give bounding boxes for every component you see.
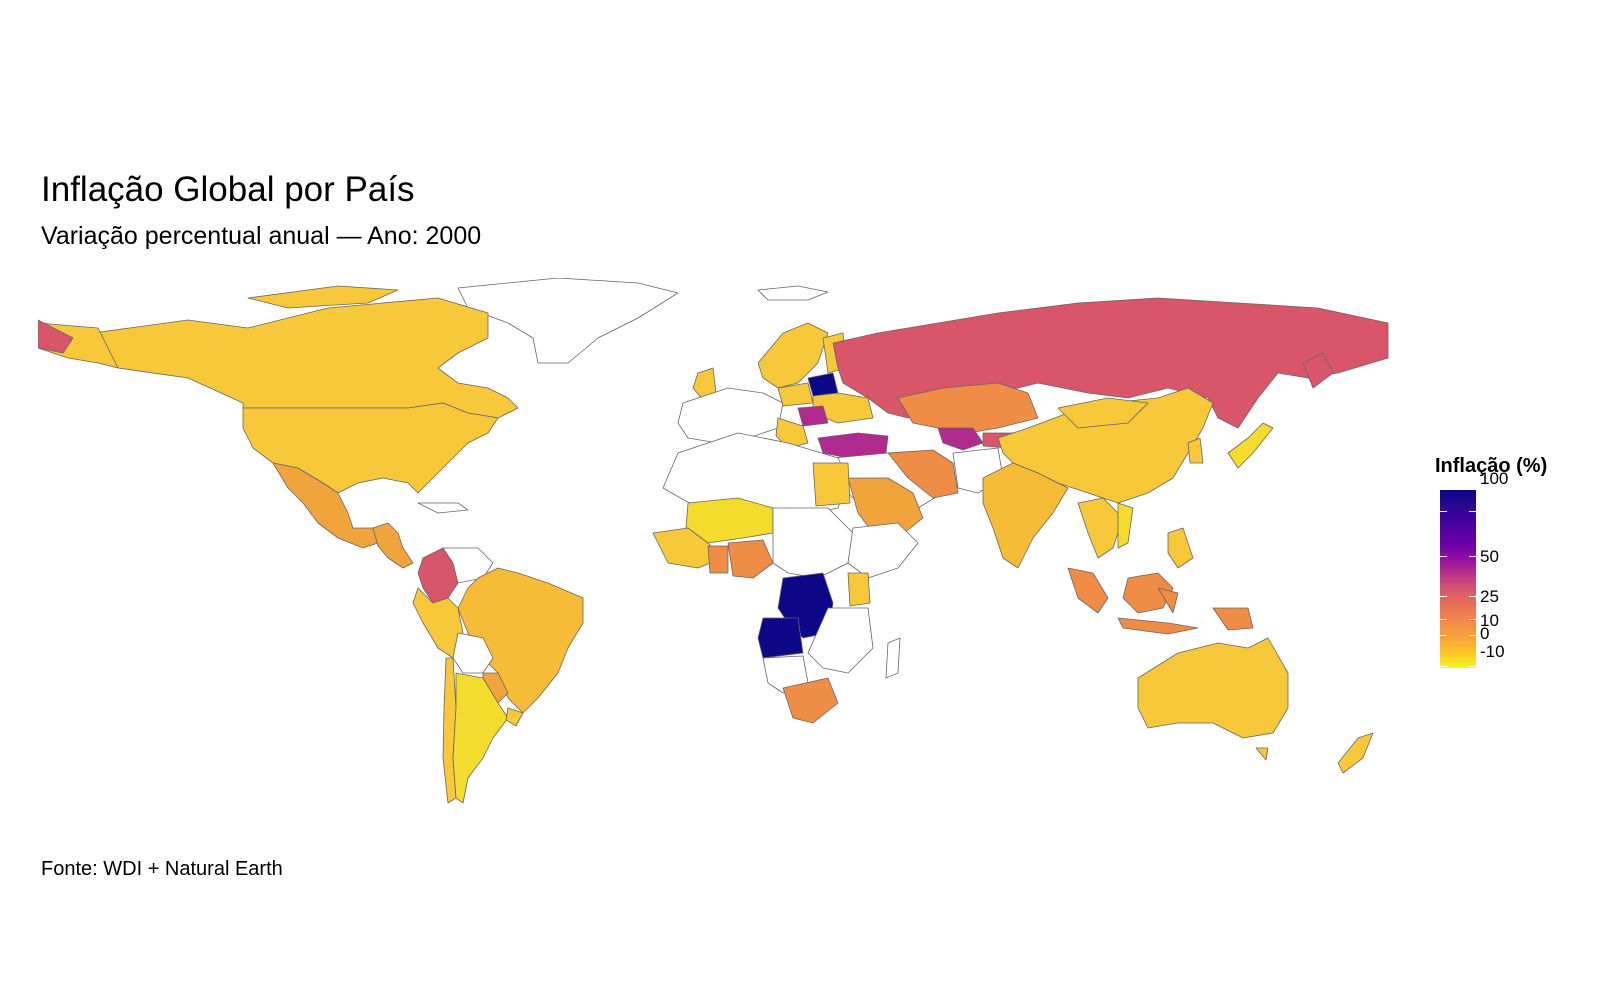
country-uruguay — [505, 707, 524, 727]
country-canada[interactable] — [92, 297, 519, 419]
country-ghana[interactable] — [707, 545, 729, 574]
legend-tickmark — [1469, 619, 1476, 620]
country-java — [1117, 617, 1199, 635]
country-australia[interactable] — [1137, 637, 1289, 739]
legend-tickmark — [1440, 635, 1447, 636]
country-kenya[interactable] — [847, 572, 871, 607]
legend-tick-label: -10 — [1480, 642, 1505, 661]
country-borneo — [1122, 572, 1174, 614]
country-angola[interactable] — [757, 617, 804, 659]
country-romania[interactable] — [797, 405, 829, 427]
country-japan[interactable] — [1227, 422, 1274, 469]
country-sulawesi — [1157, 587, 1179, 614]
country-svalbard — [757, 285, 829, 301]
country-horn-of-africa — [847, 522, 919, 579]
country-se-asia-mainland — [1077, 497, 1124, 559]
country-balkans — [775, 417, 809, 449]
legend-colorbar — [1440, 490, 1476, 668]
country-vietnam — [1117, 502, 1134, 549]
country-chile[interactable] — [442, 657, 457, 804]
legend-tick-label: 0 — [1480, 624, 1490, 643]
country-usa[interactable] — [242, 402, 499, 494]
chart-subtitle: Variação percentual anual — Ano: 2000 — [41, 222, 482, 250]
country-argentina[interactable] — [452, 672, 509, 804]
legend-tickmark — [1440, 556, 1447, 557]
country-chukotka-east — [38, 319, 74, 354]
country-south-africa[interactable] — [782, 677, 839, 724]
country-mongolia — [1057, 397, 1149, 429]
color-legend: Inflação (%) 100 50 25 10 0 -10 — [1435, 455, 1595, 685]
legend-tickmark — [1440, 666, 1447, 667]
country-philippines[interactable] — [1167, 527, 1194, 569]
legend-tick-label: 50 — [1480, 547, 1499, 566]
chart-title: Inflação Global por País — [41, 170, 415, 209]
country-iran[interactable] — [887, 449, 959, 499]
country-new-zealand[interactable] — [1337, 732, 1374, 774]
country-korea — [1187, 437, 1204, 464]
legend-tickmark — [1469, 635, 1476, 636]
legend-tick-label: 10 — [1480, 611, 1499, 630]
legend-tickmark — [1469, 556, 1476, 557]
country-western-europe — [677, 387, 784, 444]
country-malaysia-sumatra[interactable] — [1067, 567, 1109, 614]
source-caption: Fonte: WDI + Natural Earth — [41, 858, 283, 880]
country-egypt[interactable] — [812, 462, 851, 507]
country-madagascar — [885, 637, 901, 679]
world-map — [38, 278, 1389, 804]
legend-tickmark — [1440, 511, 1447, 512]
country-brazil[interactable] — [457, 567, 584, 714]
legend-title: Inflação (%) — [1435, 455, 1548, 477]
country-saudi-arabia[interactable] — [847, 477, 924, 539]
country-kamchatka — [1302, 352, 1334, 389]
legend-tickmark — [1469, 666, 1476, 667]
legend-tickmark — [1440, 619, 1447, 620]
country-cuba — [417, 502, 469, 514]
country-uzbekistan[interactable] — [937, 427, 984, 451]
legend-tickmark — [1469, 511, 1476, 512]
legend-tick-label: 25 — [1480, 587, 1499, 606]
country-north-africa — [662, 432, 849, 519]
country-papua-new-guinea[interactable] — [1212, 607, 1254, 631]
country-nigeria[interactable] — [727, 539, 774, 579]
country-norway-sweden[interactable] — [757, 322, 829, 389]
legend-tick-label: 100 — [1480, 469, 1509, 488]
country-belarus[interactable] — [807, 372, 839, 397]
legend-tickmark — [1440, 596, 1447, 597]
country-central-africa — [772, 507, 854, 579]
country-kazakhstan[interactable] — [897, 382, 1039, 434]
legend-tickmark — [1469, 596, 1476, 597]
country-east-africa — [807, 607, 874, 674]
country-tasmania — [1255, 747, 1269, 761]
country-central-america[interactable] — [372, 522, 414, 569]
country-greenland — [457, 278, 679, 364]
country-canada-islands — [247, 285, 399, 309]
